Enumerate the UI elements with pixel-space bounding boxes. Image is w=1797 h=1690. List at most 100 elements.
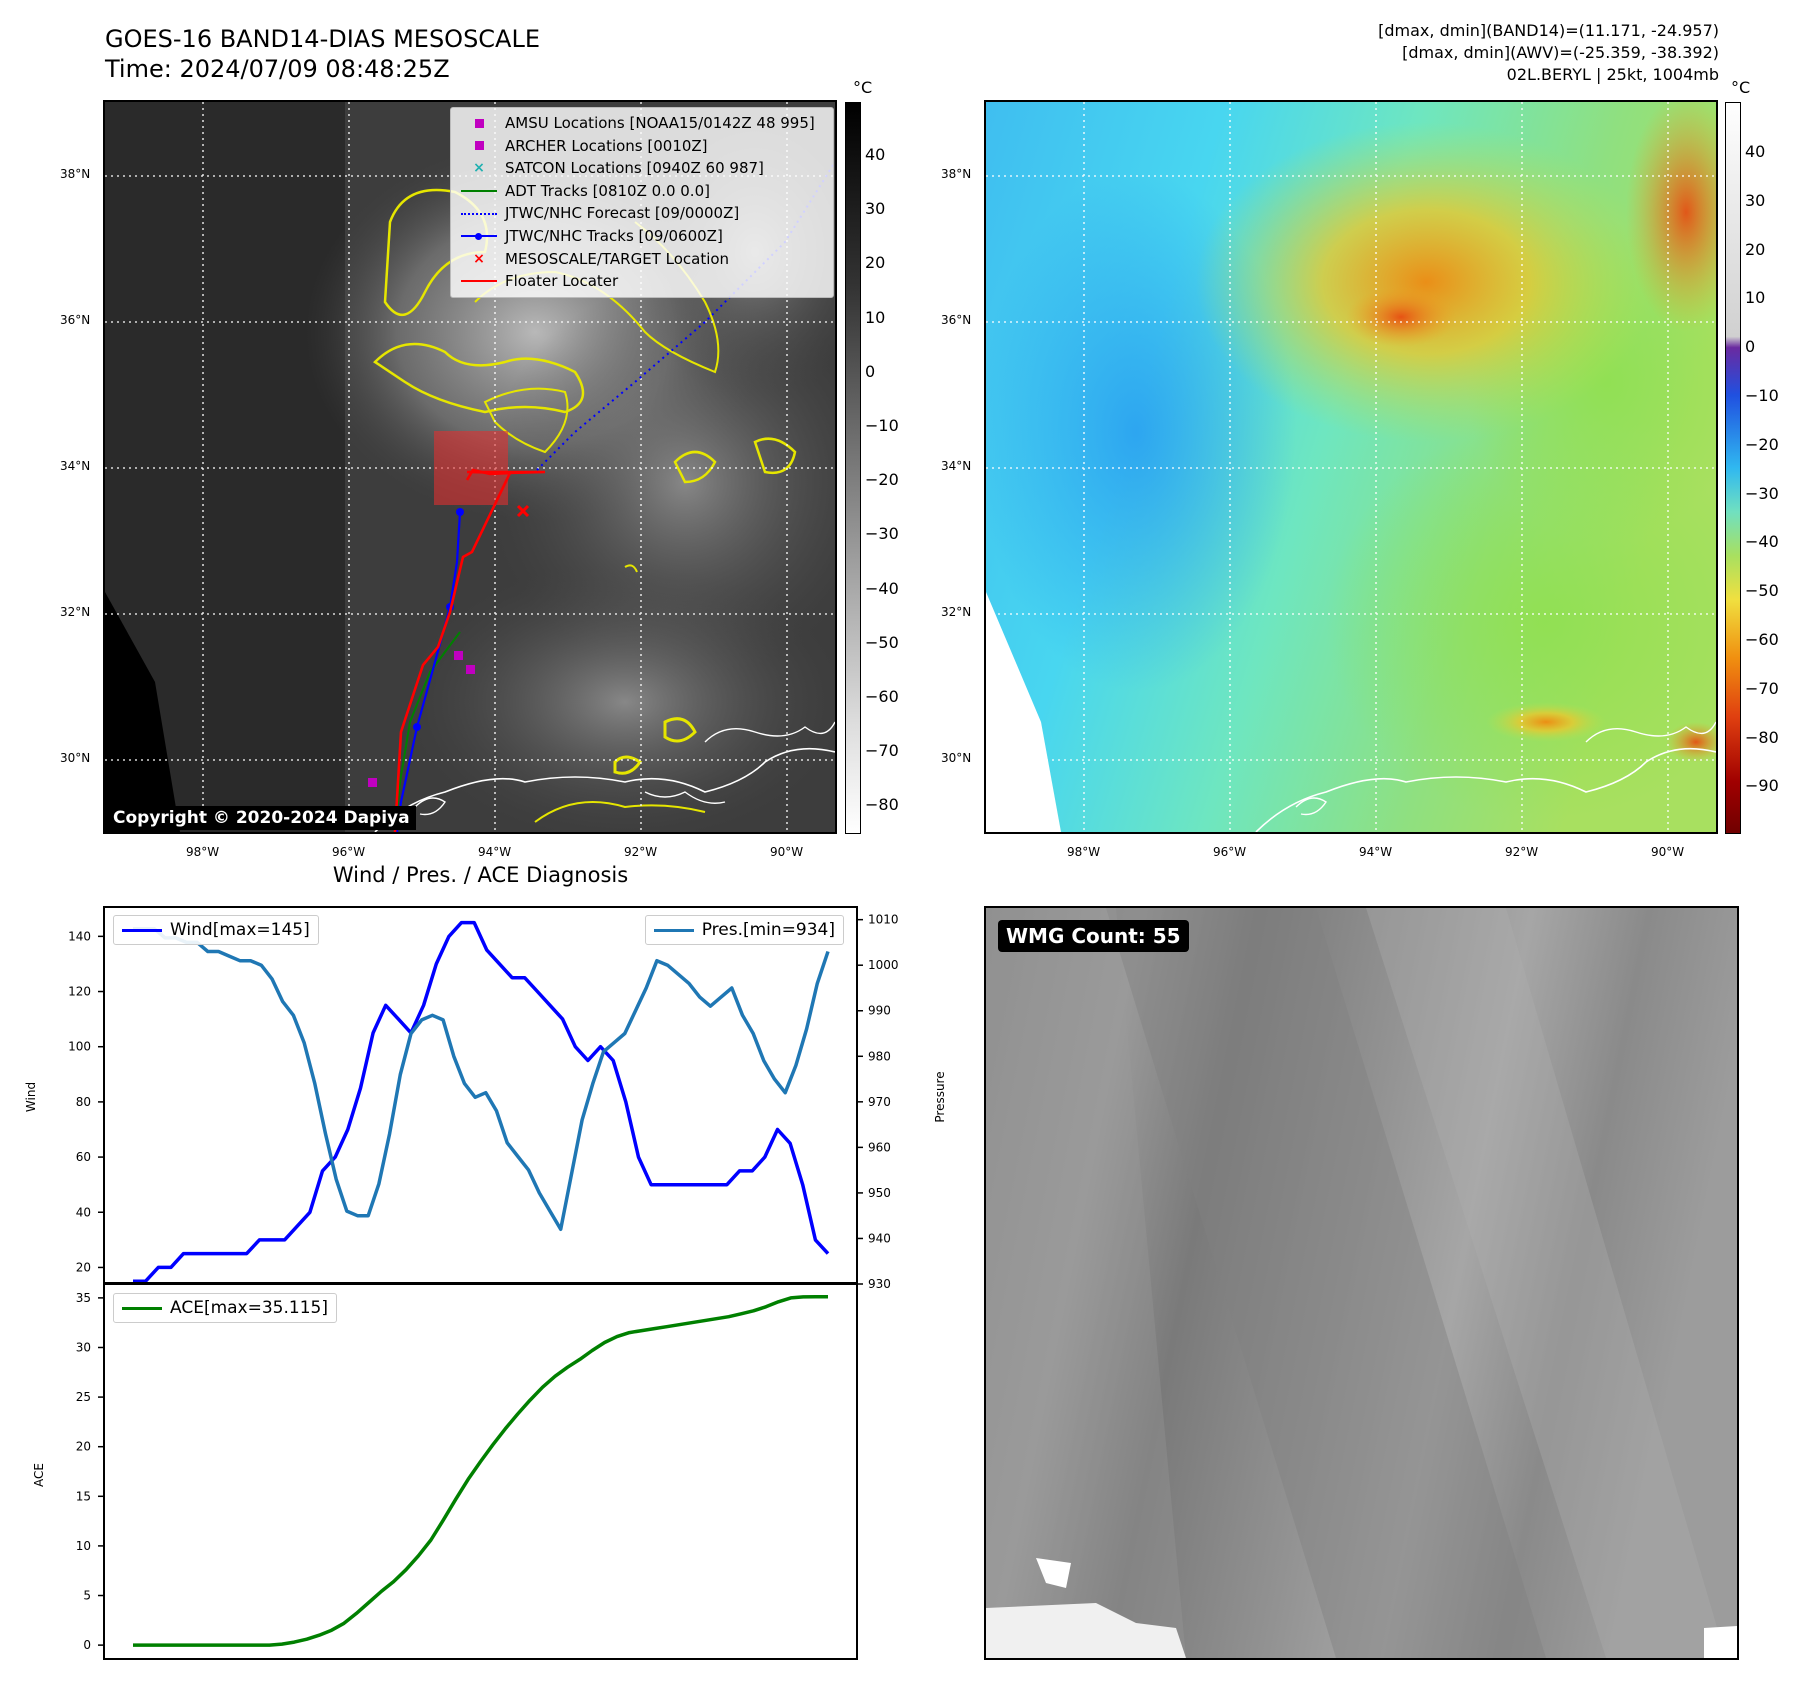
colorbar-right-tick: 40 <box>1745 142 1766 161</box>
ir-map-panel: AMSU Locations [NOAA15/0142Z 48 995] ARC… <box>103 100 837 834</box>
wind-pressure-chart: 20 40 60 80 100 120 140 930 940 950 960 970 980 990 10… <box>68 906 899 1291</box>
colorbar-gray <box>845 102 861 834</box>
lon-label-94w: 94°W <box>478 845 512 859</box>
pressure-tick-label: 970 <box>868 1095 891 1109</box>
legend-item-amsu: AMSU Locations [NOAA15/0142Z 48 995] <box>457 112 827 135</box>
colorbar-left-tick: −10 <box>865 416 899 435</box>
lon-label-98w: 98°W <box>186 845 220 859</box>
colorbar-awv <box>1725 102 1741 834</box>
colorbar-left-tick: −80 <box>865 795 899 815</box>
colorbar-right-tick: −90 <box>1745 776 1779 796</box>
pressure-tick-label: 1010 <box>868 913 899 927</box>
lat-label-38n: 38°N <box>941 167 972 181</box>
colorbar-right-tick: −50 <box>1745 581 1779 601</box>
colorbar-left-tick: −60 <box>865 687 899 706</box>
legend-marker-x-icon: × <box>473 160 485 177</box>
ace-tick-label: 0 <box>83 1638 91 1652</box>
lat-label-36n: 36°N <box>941 313 972 327</box>
legend-item-satcon: × SATCON Locations [0940Z 60 987] <box>457 157 827 180</box>
lat-label-32n: 32°N <box>941 605 972 619</box>
colorbar-right-tick: −30 <box>1745 483 1779 503</box>
colorbar-unit-right: °C <box>1731 78 1751 97</box>
lon-label-90w: 90°W <box>770 845 804 859</box>
awv-map-canvas <box>986 102 1716 832</box>
colorbar-right-tick: −20 <box>1745 434 1779 454</box>
legend-dotted-line-icon <box>457 212 501 215</box>
colorbar-right-tick: −10 <box>1745 386 1779 405</box>
legend-label: Floater Locater <box>505 272 619 291</box>
wind-tick-label: 60 <box>76 1150 91 1164</box>
colorbar-right-tick: −60 <box>1745 630 1779 649</box>
colorbar-right-tick: −80 <box>1745 727 1779 747</box>
colorbar-left-tick: −70 <box>865 741 899 761</box>
legend-line-icon <box>457 280 501 283</box>
wmg-count-badge: WMG Count: 55 <box>998 920 1189 952</box>
wind-tick-label: 120 <box>68 985 91 999</box>
ace-tick-label: 5 <box>83 1589 91 1603</box>
colorbar-left-tick: −50 <box>865 632 899 652</box>
pressure-tick-label: 1000 <box>868 958 899 972</box>
lat-label-32n: 32°N <box>60 605 91 619</box>
colorbar-left-tick: 30 <box>865 199 886 219</box>
figure-title-line1: GOES-16 BAND14-DIAS MESOSCALE <box>105 25 541 53</box>
legend-item-tracks: JTWC/NHC Tracks [09/0600Z] <box>457 225 827 248</box>
diagnosis-title: Wind / Pres. / ACE Diagnosis <box>332 863 629 887</box>
lon-label-96w: 96°W <box>332 845 366 859</box>
awv-map-panel <box>984 100 1718 834</box>
colorbar-right-tick: 30 <box>1745 190 1766 210</box>
legend-label: ARCHER Locations [0010Z] <box>505 136 708 155</box>
info-line1: [dmax, dmin](BAND14)=(11.171, -24.957) <box>1378 21 1719 40</box>
lon-label-96w: 96°W <box>1213 845 1247 859</box>
wind-legend-line-icon <box>122 928 162 932</box>
pressure-legend-label: Pres.[min=934] <box>701 920 835 940</box>
info-line3: 02L.BERYL | 25kt, 1004mb <box>1506 65 1719 84</box>
legend-line-icon <box>457 190 501 193</box>
lat-label-34n: 34°N <box>941 459 972 473</box>
wmg-panel: WMG Count: 55 <box>984 906 1739 1660</box>
lon-label-98w: 98°W <box>1067 845 1101 859</box>
ace-legend: ACE[max=35.115] <box>113 1293 337 1323</box>
wind-legend-label: Wind[max=145] <box>170 920 310 940</box>
wind-legend: Wind[max=145] <box>113 915 319 945</box>
wind-tick-label: 100 <box>68 1040 91 1054</box>
legend-label: JTWC/NHC Tracks [09/0600Z] <box>505 226 723 245</box>
ace-tick-label: 15 <box>76 1489 91 1503</box>
legend-item-archer: ARCHER Locations [0010Z] <box>457 135 827 158</box>
colorbar-left-tick: 40 <box>865 145 886 164</box>
colorbar-left-tick: −30 <box>865 524 899 544</box>
ace-tick-label: 10 <box>76 1539 91 1553</box>
colorbar-right-tick: −40 <box>1745 532 1779 552</box>
legend-marker-square-icon <box>457 118 501 128</box>
colorbar-unit-left: °C <box>853 78 873 97</box>
pressure-legend: Pres.[min=934] <box>644 915 844 945</box>
colorbar-left-tick: 10 <box>865 307 886 327</box>
legend-item-forecast: JTWC/NHC Forecast [09/0000Z] <box>457 202 827 225</box>
colorbar-left-tick: 0 <box>865 361 876 381</box>
pressure-tick-label: 980 <box>868 1049 891 1063</box>
ace-plot-frame <box>103 1282 858 1660</box>
wind-axis-label: Wind <box>24 1081 38 1113</box>
legend-label: AMSU Locations [NOAA15/0142Z 48 995] <box>505 114 815 132</box>
wmg-canvas <box>986 908 1737 1658</box>
ace-tick-label: 30 <box>76 1340 91 1354</box>
legend-item-mesoscale: × MESOSCALE/TARGET Location <box>457 248 827 271</box>
lon-label-92w: 92°W <box>624 845 658 859</box>
colorbar-right-tick: −70 <box>1745 678 1779 698</box>
colorbar-right-tick: 20 <box>1745 239 1766 259</box>
lon-label-94w: 94°W <box>1359 845 1393 859</box>
lat-label-36n: 36°N <box>60 313 91 327</box>
ace-tick-label: 35 <box>76 1291 91 1305</box>
legend-label: SATCON Locations [0940Z 60 987] <box>505 159 764 178</box>
pressure-tick-label: 940 <box>868 1231 891 1245</box>
lat-label-38n: 38°N <box>60 167 91 181</box>
legend-marker-x-icon: × <box>473 250 485 267</box>
ace-series-line <box>133 1294 828 1647</box>
legend-item-adt: ADT Tracks [0810Z 0.0 0.0] <box>457 180 827 203</box>
pressure-axis-label: Pressure <box>933 1071 947 1123</box>
map-legend: AMSU Locations [NOAA15/0142Z 48 995] ARC… <box>450 107 834 298</box>
figure-title-line2: Time: 2024/07/09 08:48:25Z <box>105 55 450 83</box>
legend-label: ADT Tracks [0810Z 0.0 0.0] <box>505 181 710 200</box>
legend-label: MESOSCALE/TARGET Location <box>505 249 730 268</box>
ace-legend-line-icon <box>122 1306 162 1310</box>
info-line2: [dmax, dmin](AWV)=(-25.359, -38.392) <box>1402 43 1719 62</box>
